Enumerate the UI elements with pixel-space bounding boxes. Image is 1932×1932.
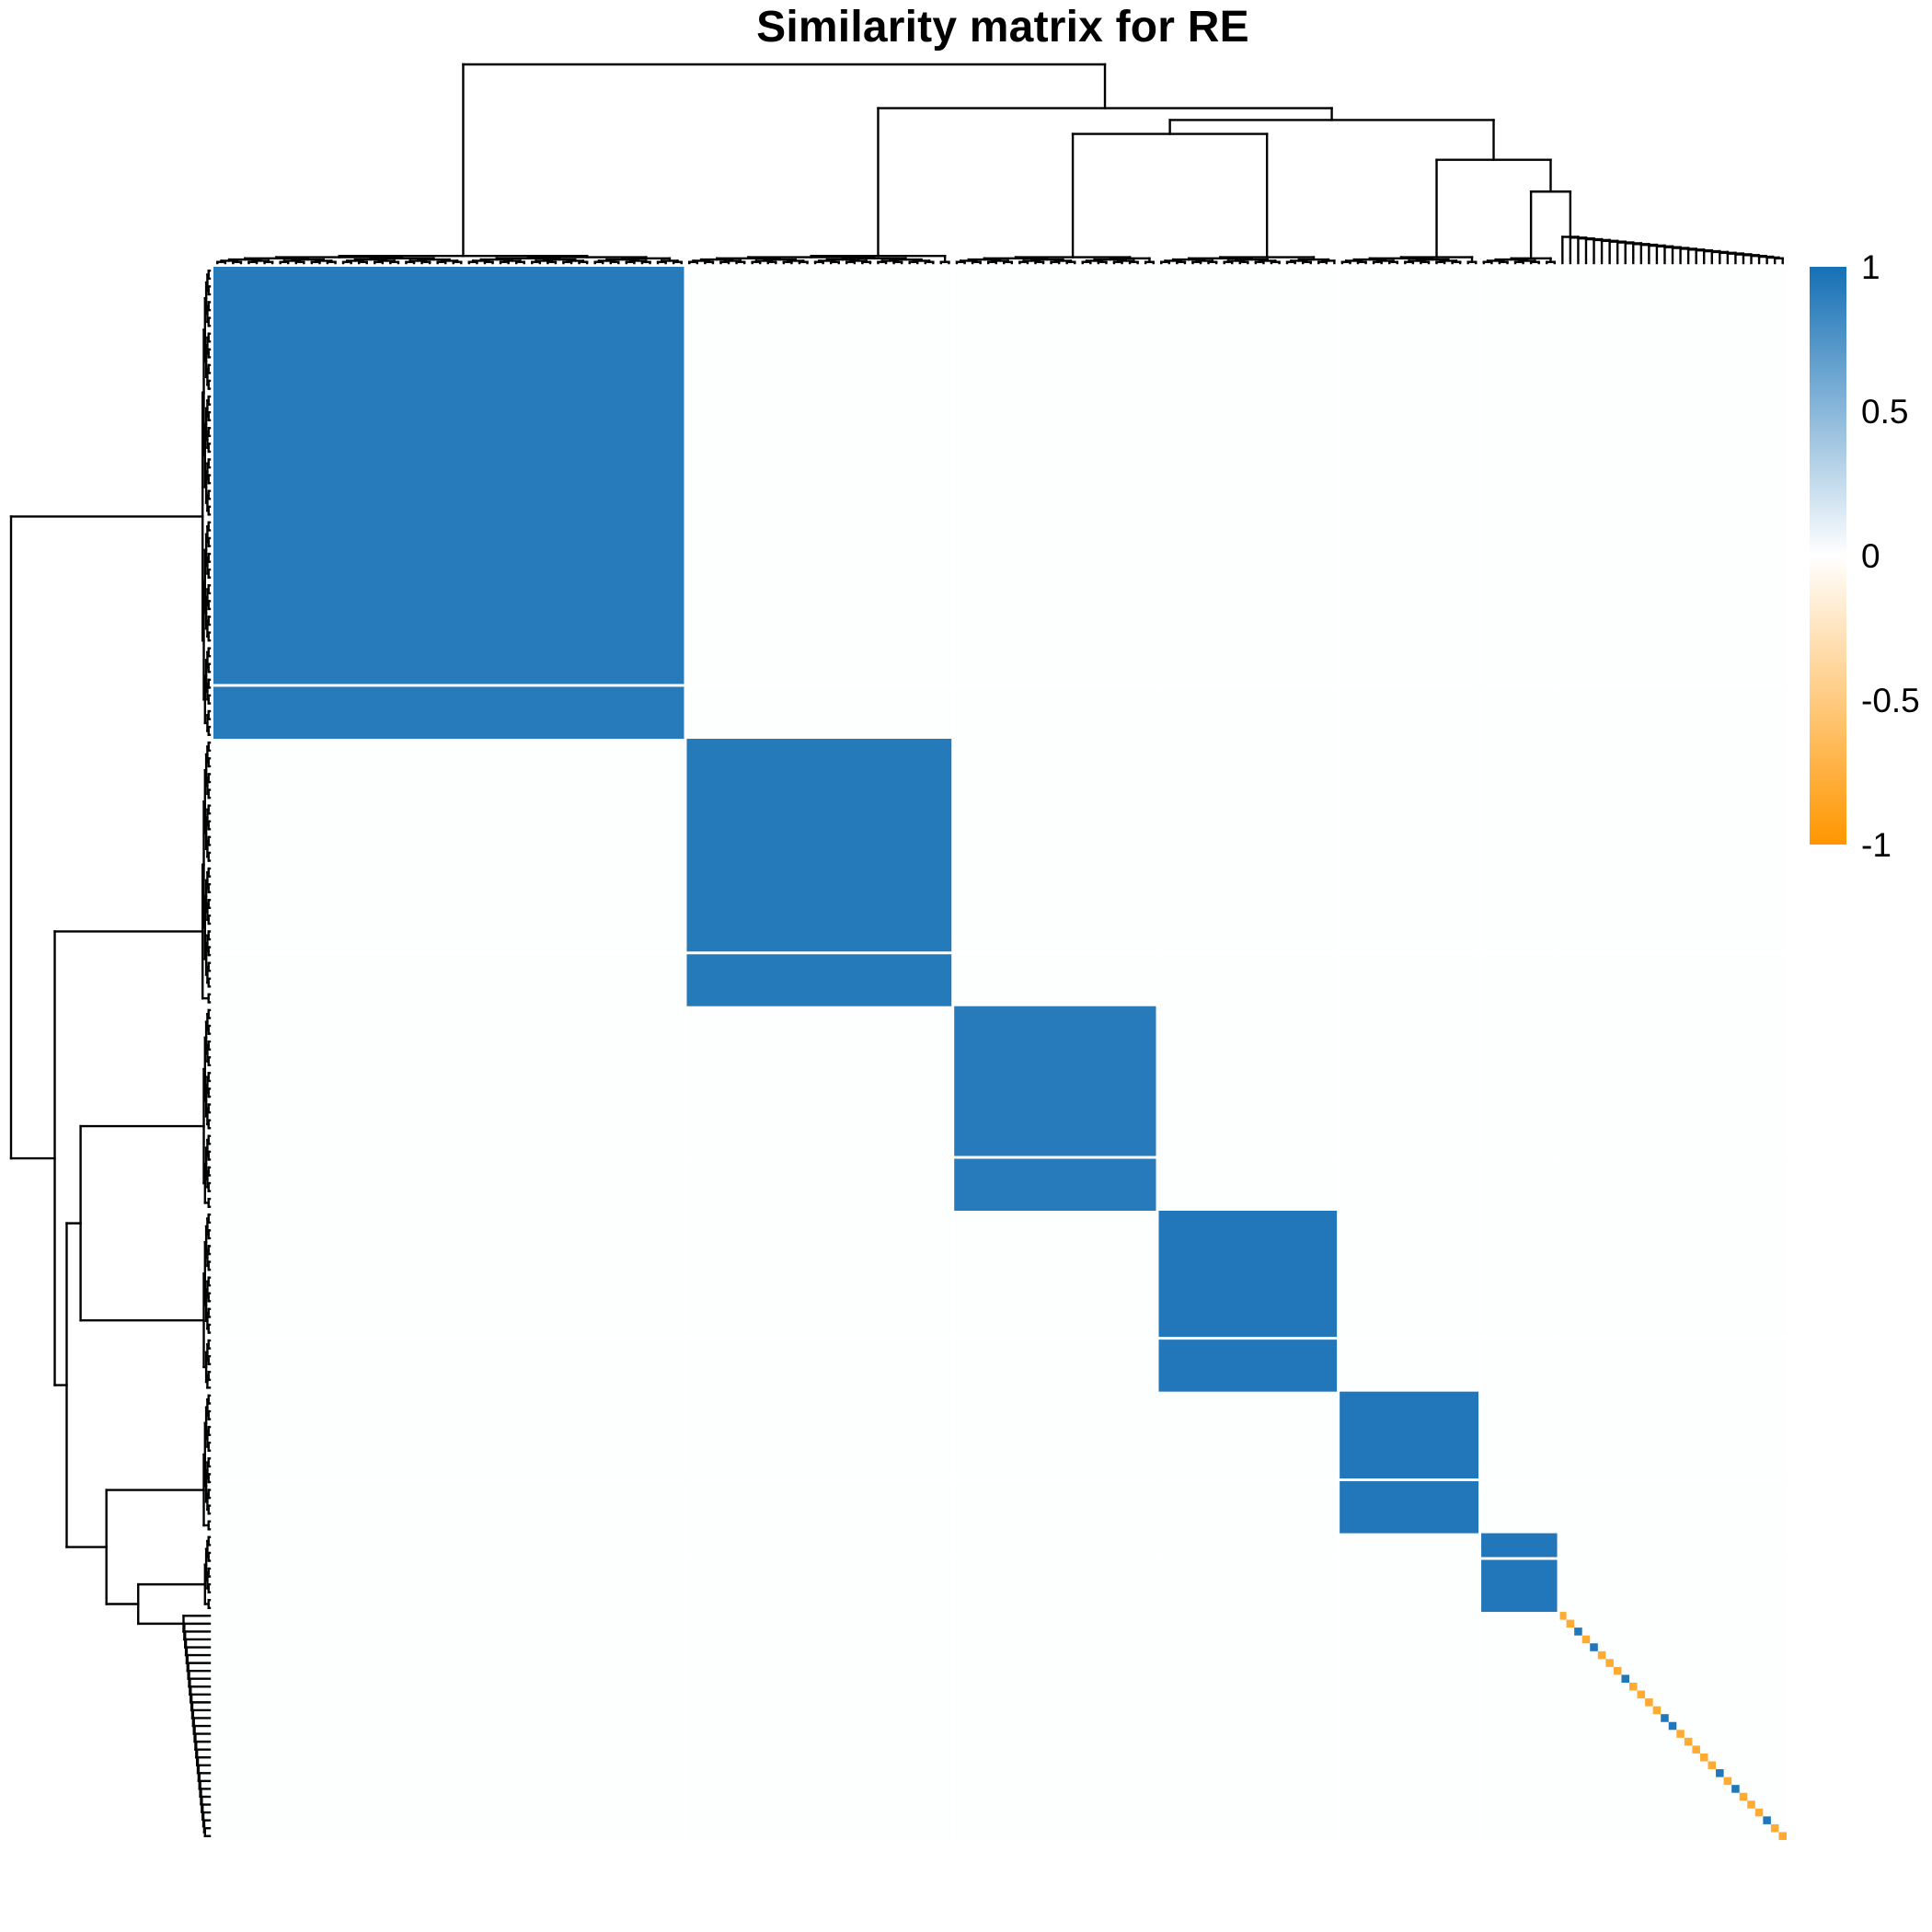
diagonal-cell (1661, 1714, 1669, 1722)
diagonal-cell (1708, 1761, 1717, 1770)
diagonal-cell (1778, 1832, 1787, 1840)
cluster-block-5 (1338, 1391, 1480, 1534)
diagonal-cell (1621, 1674, 1629, 1683)
diagonal-cell (1731, 1785, 1740, 1793)
diagonal-cell (1770, 1823, 1779, 1833)
diagonal-cell (1684, 1737, 1693, 1746)
cluster-block-1 (213, 267, 685, 739)
diagonal-cell (1668, 1721, 1677, 1731)
diagonal-cell (1597, 1650, 1606, 1660)
diagonal-cell (1676, 1730, 1685, 1738)
cluster-block-2 (685, 739, 953, 1006)
diagonal-cell (1566, 1619, 1575, 1628)
diagonal-cell (1716, 1769, 1724, 1777)
colorbar-tick-label: -1 (1861, 826, 1892, 864)
diagonal-cell (1699, 1753, 1708, 1762)
diagonal-cell (1652, 1706, 1662, 1715)
diagonal-cell (1558, 1612, 1567, 1620)
chart-title: Similarity matrix for RE (756, 3, 1249, 52)
diagonal-cell (1605, 1659, 1614, 1667)
diagonal-cell (1747, 1800, 1755, 1809)
diagonal-cell (1692, 1745, 1700, 1754)
left-dendrogram (9, 270, 212, 1837)
diagonal-cell (1629, 1683, 1638, 1691)
heatmap-matrix (213, 267, 1787, 1840)
diagonal-cell (1590, 1643, 1598, 1651)
diagonal-cell (1763, 1816, 1771, 1824)
colorbar-tick-label: 1 (1861, 248, 1880, 286)
colorbar-tick-label: 0 (1861, 537, 1880, 575)
diagonal-cell (1645, 1698, 1653, 1707)
cluster-block-6 (1479, 1533, 1559, 1613)
diagonal-cell (1754, 1808, 1764, 1817)
colorbar-gradient (1810, 267, 1846, 845)
cluster-block-4 (1157, 1211, 1339, 1392)
diagonal-cell (1723, 1777, 1732, 1786)
colorbar-tick-label: -0.5 (1861, 682, 1920, 719)
diagonal-cell (1739, 1792, 1748, 1801)
top-dendrogram (216, 63, 1784, 265)
diagonal-cell (1613, 1666, 1622, 1675)
colorbar-legend: 1 0.5 0 -0.5 -1 (1810, 248, 1920, 864)
colorbar-tick-label: 0.5 (1861, 393, 1908, 431)
diagonal-cell (1581, 1635, 1591, 1644)
cluster-block-3 (952, 1006, 1157, 1211)
diagonal-cell (1637, 1690, 1646, 1699)
diagonal-cell (1574, 1627, 1582, 1636)
